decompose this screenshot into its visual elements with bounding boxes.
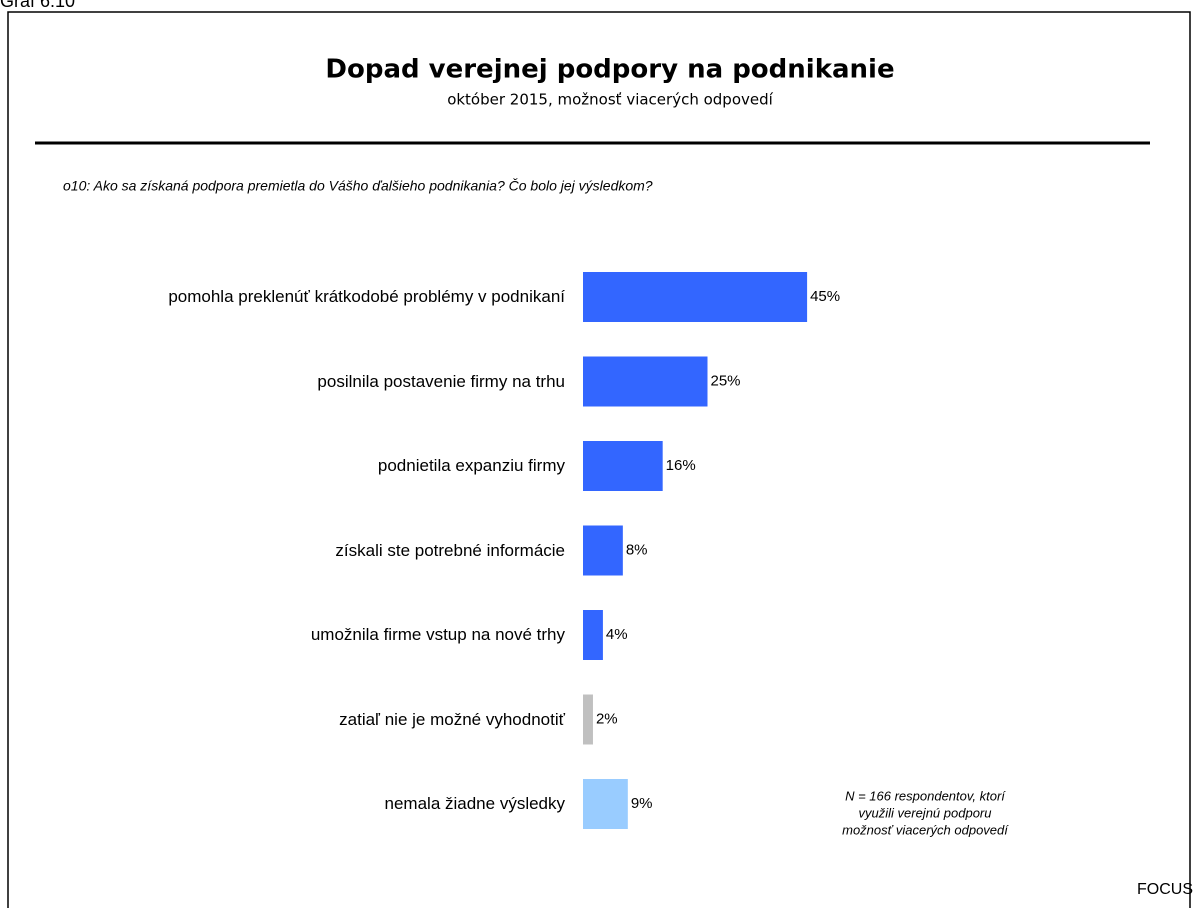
category-label: pomohla preklenúť krátkodobé problémy v … — [168, 287, 565, 306]
bar — [583, 441, 663, 491]
category-label: posilnila postavenie firmy na trhu — [317, 371, 565, 391]
note: možnosť viacerých odpovedí — [842, 822, 1009, 837]
value-label: 4% — [606, 626, 628, 643]
value-label: 9% — [631, 795, 653, 812]
bar — [583, 694, 593, 745]
bar — [583, 610, 603, 660]
value-label: 8% — [626, 541, 648, 558]
frame — [7, 11, 1191, 908]
source: FOCUS — [1137, 881, 1193, 898]
value-label: 16% — [666, 457, 696, 474]
note: N = 166 respondentov, ktorí — [845, 788, 1006, 803]
category-label: zatiaľ nie je možné vyhodnotiť — [339, 709, 565, 729]
value-label: 25% — [711, 372, 741, 389]
question: o10: Ako sa získaná podpora premietla do… — [63, 178, 653, 194]
caption: Graf 6.10 — [0, 0, 75, 11]
chart-title: Dopad verejnej podpory na podnikanie — [325, 55, 894, 85]
category-label: získali ste potrebné informácie — [335, 540, 565, 560]
category-label: podnietila expanziu firmy — [377, 456, 565, 475]
subtitle: október 2015, možnosť viacerých odpovedí — [447, 91, 773, 109]
value-label: 45% — [810, 288, 840, 305]
bar — [583, 356, 708, 407]
note: využili verejnú podporu — [859, 805, 992, 820]
bar — [583, 272, 808, 322]
bar — [583, 525, 623, 576]
value-label: 2% — [596, 710, 618, 727]
bar — [583, 779, 628, 829]
category-label: nemala žiadne výsledky — [384, 794, 565, 813]
category-label: umožnila firme vstup na nové trhy — [310, 625, 565, 644]
